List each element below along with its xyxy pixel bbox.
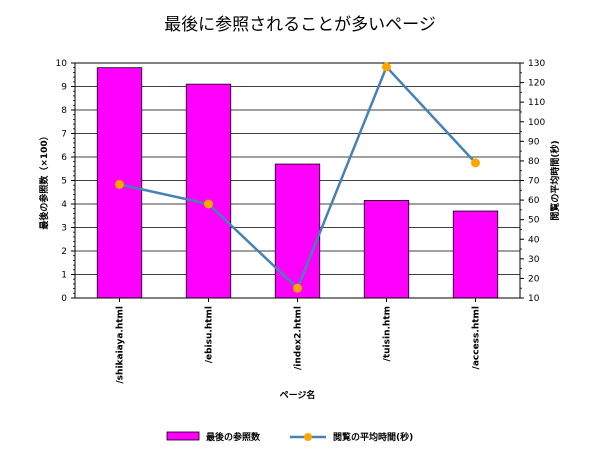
legend-line-label: 閲覧の平均時間(秒)	[333, 431, 413, 443]
right-axis-tick-label: 40	[528, 235, 540, 245]
legend-line-marker	[304, 433, 312, 441]
right-axis-tick-label: 120	[528, 79, 545, 89]
left-axis-tick-label: 5	[61, 177, 67, 187]
y-axis-left-label: 最後の参照数（×100）	[38, 131, 50, 229]
right-axis-tick-label: 80	[528, 157, 540, 167]
left-axis-tick-label: 9	[61, 83, 67, 93]
category-label: /tuisin.htm	[383, 306, 393, 361]
right-axis-tick-label: 70	[528, 177, 540, 187]
line-point	[471, 158, 480, 168]
line-point	[293, 283, 302, 293]
right-axis-tick-label: 130	[528, 59, 545, 69]
category-label: /index2.html	[294, 306, 304, 370]
category-label: /shikaiaya.html	[116, 306, 126, 384]
line-point	[382, 62, 391, 72]
left-axis-tick-label: 10	[56, 59, 68, 69]
right-axis-tick-label: 60	[528, 196, 540, 206]
line-point	[204, 199, 213, 209]
category-label: /access.html	[472, 306, 482, 369]
bar	[185, 83, 232, 299]
right-axis-tick-label: 90	[528, 137, 540, 147]
left-axis-tick-label: 0	[61, 294, 67, 304]
right-axis-tick-label: 100	[528, 118, 545, 128]
line-point	[115, 179, 124, 189]
category-label: /ebisu.html	[205, 306, 215, 363]
left-axis-tick-label: 7	[61, 130, 67, 140]
left-axis-tick-label: 1	[61, 271, 67, 281]
legend: 最後の参照数 閲覧の平均時間(秒)	[166, 431, 413, 443]
y-axis-right-label: 閲覧の平均時間(秒)	[549, 140, 561, 220]
right-axis-tick-label: 50	[528, 216, 540, 226]
right-axis-tick-label: 20	[528, 274, 540, 284]
bar	[274, 163, 321, 299]
legend-bar-swatch	[166, 431, 200, 441]
x-axis-label: ページ名	[280, 389, 316, 401]
left-axis-tick-label: 2	[61, 247, 67, 257]
bars	[96, 67, 499, 299]
legend-bar-label: 最後の参照数	[206, 431, 261, 443]
chart-title: 最後に参照されることが多いページ	[164, 15, 436, 35]
left-axis-tick-label: 4	[61, 200, 67, 210]
bar	[363, 200, 410, 299]
left-axis: 0 1 2 3 4 5 6 7 8 9 10	[56, 59, 75, 304]
left-axis-tick-label: 3	[61, 224, 67, 234]
right-axis: 10 20 30 40 50 60 70 80 90 100 110 120 130	[520, 59, 545, 304]
bar	[452, 210, 499, 299]
left-axis-tick-label: 6	[61, 153, 67, 163]
right-axis-tick-label: 30	[528, 255, 540, 265]
category-labels: /shikaiaya.html/ebisu.html/index2.html/t…	[116, 298, 482, 384]
line-series	[115, 62, 480, 293]
right-axis-tick-label: 110	[528, 98, 545, 108]
left-axis-tick-label: 8	[61, 106, 67, 116]
right-axis-tick-label: 10	[528, 294, 540, 304]
